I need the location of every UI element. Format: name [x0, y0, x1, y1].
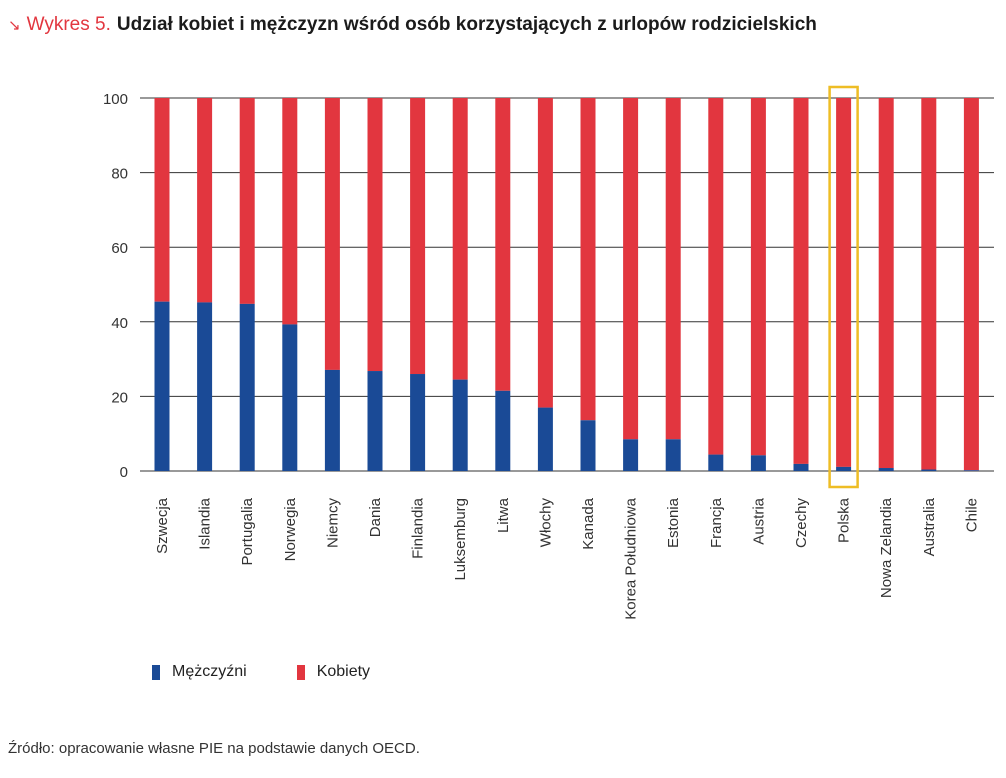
x-tick-label: Norwegia	[282, 497, 299, 561]
bar-men	[239, 303, 255, 471]
bar-men	[750, 455, 766, 471]
bar-women	[963, 98, 979, 471]
y-axis-ticks: 0 20 40 60 80 100	[103, 91, 128, 481]
x-tick-label: Nowa Zelandia	[878, 497, 895, 598]
bar-men	[367, 371, 383, 471]
x-tick-label: Francja	[708, 497, 725, 548]
bar-men	[623, 439, 639, 471]
bar-men	[708, 454, 724, 471]
bar-women	[537, 98, 553, 408]
bar-women	[750, 98, 766, 456]
bar-women	[239, 98, 255, 304]
y-tick-label: 100	[103, 91, 128, 108]
x-tick-label: Niemcy	[324, 498, 341, 549]
x-tick-label: Litwa	[495, 497, 512, 533]
x-tick-label: Austria	[750, 497, 767, 544]
y-tick-label: 80	[111, 166, 128, 183]
x-tick-label: Kanada	[580, 497, 597, 549]
y-tick-label: 40	[111, 315, 128, 332]
legend: Mężczyźni Kobiety	[152, 663, 370, 681]
stacked-bar-chart: 0 20 40 60 80 100 Szwecja Islandia Portugalia No…	[103, 85, 994, 620]
x-tick-label: Portugalia	[239, 497, 256, 565]
highlight-box	[828, 85, 859, 489]
bar-women	[154, 98, 170, 302]
bar-women	[452, 98, 468, 380]
bar-women	[921, 98, 937, 470]
bar-women	[282, 98, 298, 325]
bar-men	[410, 374, 426, 471]
bar-women	[793, 98, 809, 464]
bar-men	[793, 463, 809, 471]
x-tick-label: Finlandia	[410, 497, 427, 559]
chart-header: ↘ Wykres 5. Udział kobiet i mężczyzn wśród…	[8, 14, 817, 36]
x-tick-label: Włochy	[537, 498, 554, 548]
x-axis-labels: Szwecja Islandia Portugalia Norwegia Niemcy D…	[154, 497, 980, 619]
bar-men	[580, 420, 596, 471]
bar-men	[197, 302, 213, 471]
bar-men	[452, 379, 468, 471]
legend-swatch-men	[152, 664, 160, 680]
bar-men	[836, 466, 852, 471]
x-tick-label: Australia	[921, 497, 938, 556]
bar-women	[495, 98, 511, 391]
bar-men	[537, 407, 553, 471]
chart-title: Udział kobiet i mężczyzn wśród osób korz…	[116, 14, 817, 35]
bar-men	[495, 390, 511, 471]
bar-women	[580, 98, 596, 421]
bar-men	[324, 369, 340, 471]
bar-women	[410, 98, 426, 375]
bar-men	[154, 301, 170, 471]
source-note: Źródło: opracowanie własne PIE na podsta…	[8, 740, 420, 757]
legend-swatch-women	[296, 664, 305, 680]
bar-men	[921, 469, 937, 471]
y-tick-label: 0	[120, 464, 128, 481]
x-tick-label: Dania	[367, 497, 384, 537]
x-tick-label: Czechy	[793, 498, 810, 549]
legend-label-men: Mężczyźni	[172, 663, 247, 680]
bar-women	[197, 98, 213, 303]
x-tick-label: Chile	[963, 498, 980, 532]
bar-men	[665, 439, 681, 471]
bar-women	[324, 98, 340, 370]
chart-number: Wykres 5.	[26, 14, 111, 35]
x-tick-label: Estonia	[665, 497, 682, 548]
bar-women	[367, 98, 383, 372]
x-tick-label: Luksemburg	[452, 498, 469, 581]
bar-men	[878, 468, 894, 471]
legend-item-men: Mężczyźni	[152, 663, 247, 681]
highlight-box	[828, 85, 859, 489]
x-tick-label: Islandia	[197, 497, 214, 549]
y-tick-label: 20	[111, 389, 128, 406]
grid-lines	[140, 97, 994, 472]
x-tick-label: Korea Południowa	[623, 497, 640, 619]
legend-label-women: Kobiety	[316, 663, 371, 680]
bars	[154, 98, 979, 471]
bar-women	[878, 98, 894, 469]
bar-women	[623, 98, 639, 440]
legend-item-women: Kobiety	[296, 663, 371, 681]
x-tick-label: Szwecja	[154, 497, 171, 554]
bar-men	[282, 324, 298, 471]
arrow-down-right-icon: ↘	[8, 17, 21, 34]
bar-men	[963, 470, 979, 471]
bar-women	[836, 98, 852, 467]
bar-women	[665, 98, 681, 440]
bar-women	[708, 98, 724, 455]
x-tick-label: Polska	[836, 497, 853, 543]
y-tick-label: 60	[111, 240, 128, 257]
